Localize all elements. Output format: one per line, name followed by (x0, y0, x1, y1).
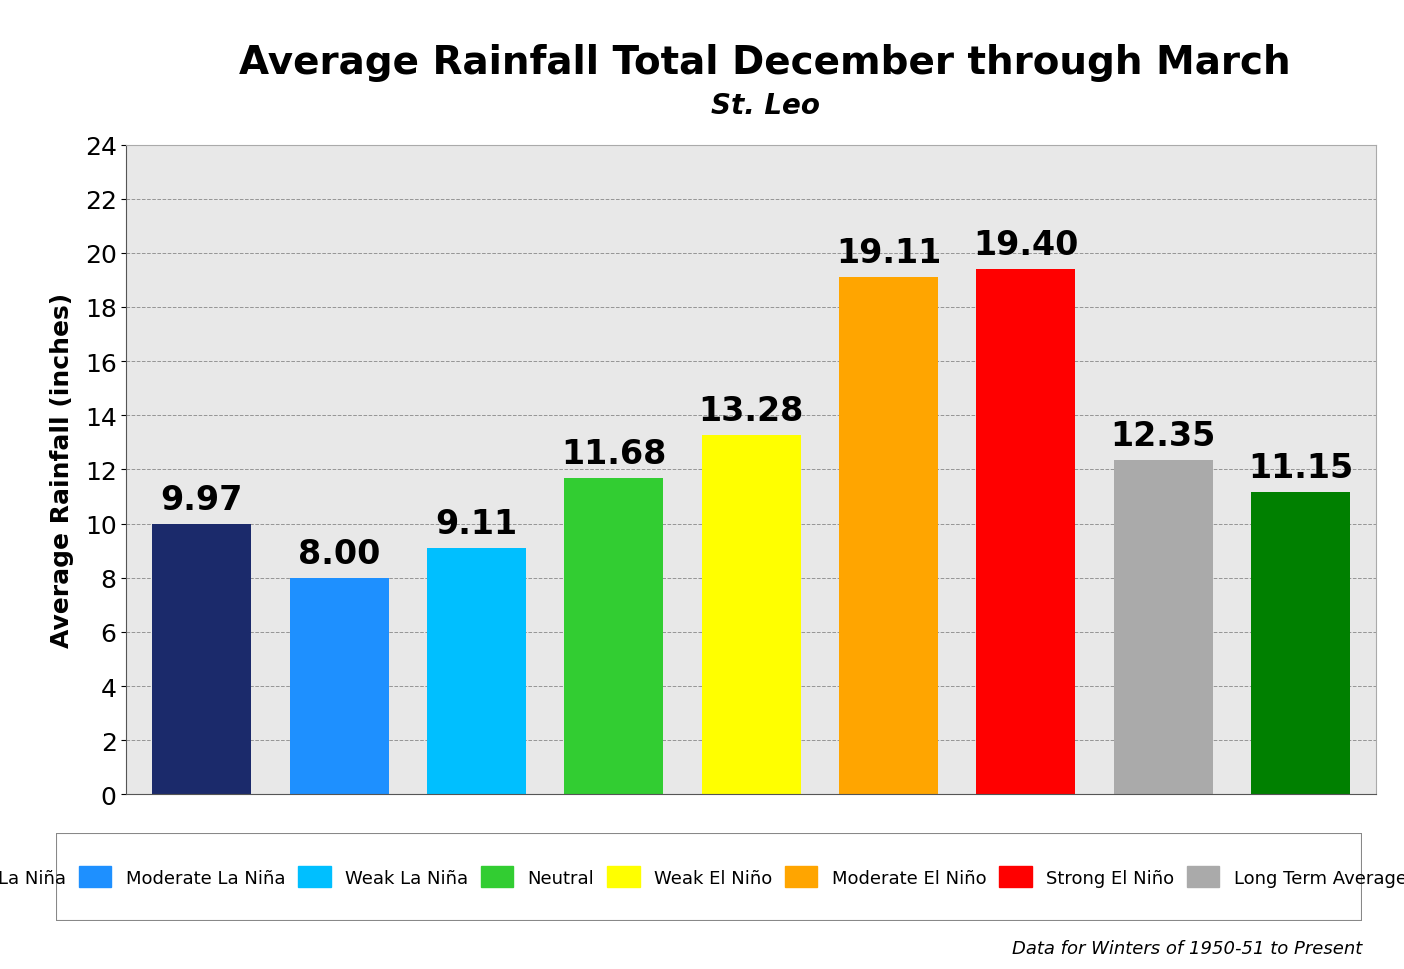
Text: 8.00: 8.00 (298, 537, 380, 570)
Legend: Strong La Niña, Moderate La Niña, Weak La Niña, Neutral, Weak El Niño, Moderate : Strong La Niña, Moderate La Niña, Weak L… (0, 858, 1404, 896)
Bar (153, 525, 251, 795)
Text: 11.68: 11.68 (562, 438, 667, 471)
Text: 9.11: 9.11 (435, 507, 518, 540)
Text: 19.11: 19.11 (835, 236, 941, 269)
Text: 13.28: 13.28 (698, 394, 804, 427)
Text: Average Rainfall Total December through March: Average Rainfall Total December through … (239, 44, 1292, 81)
Text: Data for Winters of 1950-51 to Present: Data for Winters of 1950-51 to Present (1012, 939, 1362, 957)
Bar (1251, 493, 1349, 795)
Bar (840, 278, 938, 795)
Text: 19.40: 19.40 (973, 229, 1078, 262)
Bar (976, 269, 1075, 795)
Bar (1113, 460, 1213, 795)
Bar (564, 479, 663, 795)
Text: 9.97: 9.97 (160, 484, 243, 516)
Bar (702, 435, 800, 795)
Text: 11.15: 11.15 (1248, 452, 1353, 484)
Text: St. Leo: St. Leo (710, 92, 820, 120)
Y-axis label: Average Rainfall (inches): Average Rainfall (inches) (49, 293, 73, 647)
Text: 12.35: 12.35 (1111, 420, 1216, 453)
Bar (427, 548, 526, 795)
Bar (289, 578, 389, 795)
